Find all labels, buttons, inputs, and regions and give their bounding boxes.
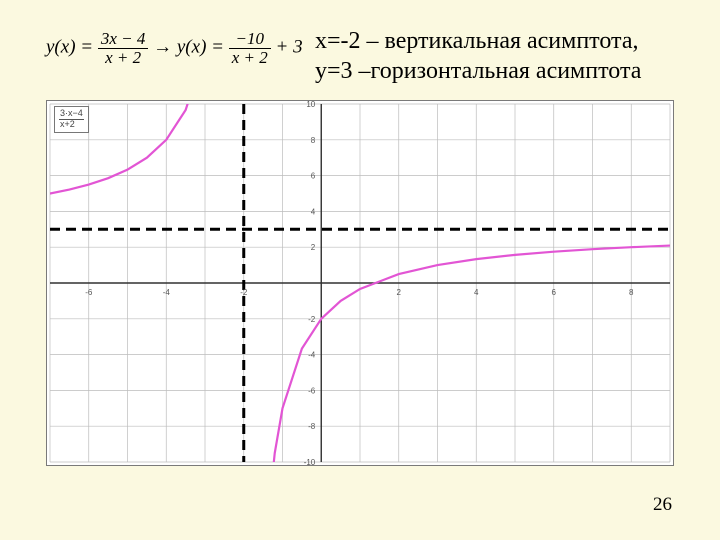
formula-mid: y(x) = bbox=[177, 37, 224, 58]
frac2-num: −10 bbox=[229, 30, 271, 49]
caption-line1: x=-2 – вертикальная асимптота, bbox=[315, 28, 638, 54]
chart-border bbox=[46, 100, 674, 466]
page-number: 26 bbox=[653, 494, 672, 516]
formula-tail: + 3 bbox=[276, 37, 303, 58]
frac1-den: x + 2 bbox=[98, 49, 149, 67]
slide-page: y(x) = 3x − 4 x + 2 → y(x) = −10 x + 2 +… bbox=[0, 0, 720, 540]
frac2-den: x + 2 bbox=[229, 49, 271, 67]
formula-frac2: −10 x + 2 bbox=[229, 30, 271, 67]
legend-den: x+2 bbox=[59, 120, 84, 130]
frac1-num: 3x − 4 bbox=[98, 30, 149, 49]
caption: x=-2 – вертикальная асимптота, y=3 –гори… bbox=[315, 26, 641, 86]
chart-area: -6-4-22468-10-8-6-4-2246810 3·x−4 x+2 bbox=[46, 100, 674, 466]
caption-line2: y=3 –горизонтальная асимптота bbox=[315, 58, 641, 84]
legend-box: 3·x−4 x+2 bbox=[54, 106, 89, 133]
formula-frac1: 3x − 4 x + 2 bbox=[98, 30, 149, 67]
formula-lhs: y(x) = bbox=[46, 37, 93, 58]
formula-arrow: → bbox=[153, 37, 172, 58]
formula: y(x) = 3x − 4 x + 2 → y(x) = −10 x + 2 +… bbox=[46, 30, 303, 67]
